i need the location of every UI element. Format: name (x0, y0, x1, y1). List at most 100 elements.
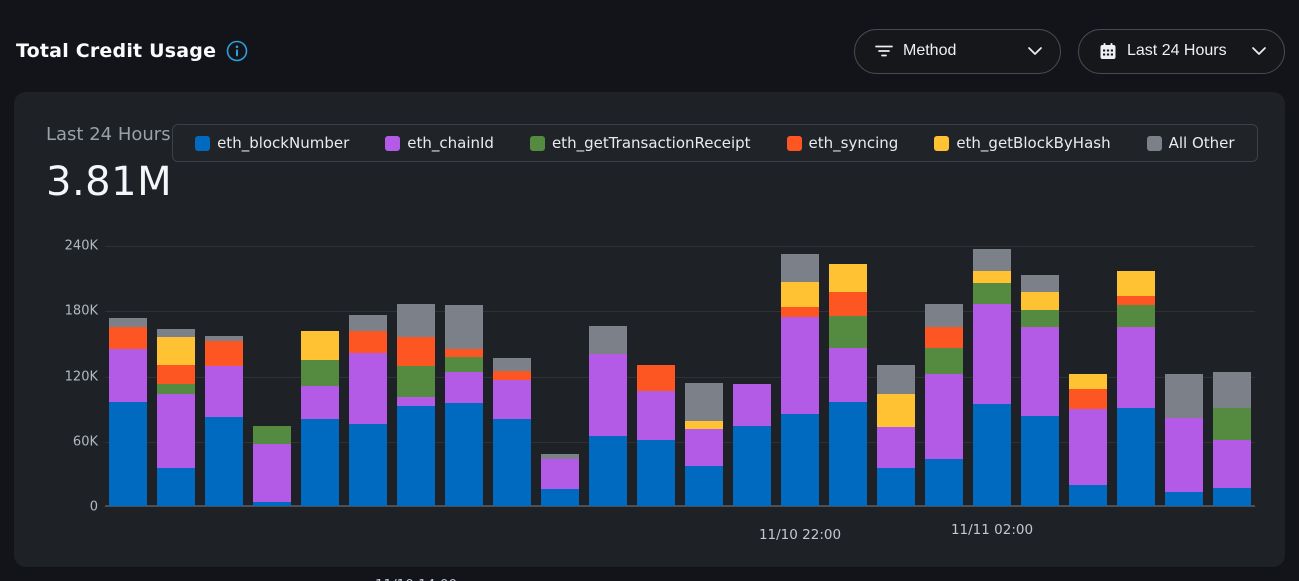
bar-column[interactable] (541, 453, 579, 506)
bar-segment[interactable] (637, 390, 675, 440)
bar-segment[interactable] (925, 303, 963, 327)
bar-segment[interactable] (397, 405, 435, 506)
bar-segment[interactable] (445, 357, 483, 373)
bar-segment[interactable] (445, 402, 483, 506)
bar-segment[interactable] (637, 364, 675, 391)
bar-segment[interactable] (1117, 304, 1155, 327)
legend-item[interactable]: eth_chainId (385, 134, 494, 152)
bar-segment[interactable] (109, 326, 147, 350)
bar-segment[interactable] (541, 459, 579, 489)
bar-column[interactable] (733, 384, 771, 506)
bar-column[interactable] (1021, 275, 1059, 506)
bar-segment[interactable] (781, 282, 819, 307)
bar-column[interactable]: 11/10 12:00 (301, 330, 339, 506)
bar-segment[interactable] (685, 421, 723, 429)
bar-column[interactable]: 11/10 18:00 (589, 325, 627, 506)
bar-column[interactable] (925, 303, 963, 506)
bar-segment[interactable] (397, 365, 435, 398)
bar-segment[interactable] (685, 465, 723, 506)
legend-item[interactable]: eth_getTransactionReceipt (529, 134, 751, 152)
bar-segment[interactable] (1117, 271, 1155, 297)
bar-segment[interactable] (589, 325, 627, 354)
bar-column[interactable]: 11/11 07:00 (1213, 372, 1251, 506)
bar-segment[interactable] (685, 383, 723, 422)
info-icon[interactable] (226, 40, 248, 62)
bar-segment[interactable] (637, 439, 675, 506)
bar-segment[interactable] (925, 348, 963, 375)
bar-column[interactable] (637, 364, 675, 506)
bar-segment[interactable] (1021, 415, 1059, 506)
bar-segment[interactable] (1021, 310, 1059, 327)
bar-segment[interactable] (1069, 388, 1107, 410)
bar-segment[interactable] (541, 488, 579, 506)
bar-segment[interactable] (877, 364, 915, 394)
bar-segment[interactable] (781, 413, 819, 506)
bar-segment[interactable] (301, 386, 339, 419)
bar-segment[interactable] (781, 253, 819, 282)
bar-segment[interactable] (205, 336, 243, 341)
bar-segment[interactable] (493, 371, 531, 380)
bar-segment[interactable] (349, 352, 387, 425)
bar-segment[interactable] (1069, 485, 1107, 506)
bar-segment[interactable] (925, 326, 963, 349)
bar-segment[interactable] (973, 303, 1011, 404)
bar-segment[interactable] (733, 384, 771, 426)
bar-column[interactable] (1117, 271, 1155, 506)
bar-column[interactable]: 11/10 14:00 (375, 303, 457, 581)
legend-item[interactable]: All Other (1146, 134, 1235, 152)
bar-column[interactable] (445, 304, 483, 506)
bar-segment[interactable] (157, 384, 195, 394)
bar-segment[interactable] (877, 467, 915, 506)
bar-segment[interactable] (301, 360, 339, 387)
bar-column[interactable] (253, 425, 291, 506)
bar-column[interactable]: 11/11 04:00 (1069, 374, 1107, 506)
bar-segment[interactable] (1117, 296, 1155, 305)
bar-segment[interactable] (589, 436, 627, 506)
legend-item[interactable]: eth_syncing (786, 134, 898, 152)
bar-segment[interactable] (157, 337, 195, 365)
bar-segment[interactable] (1165, 374, 1203, 418)
bar-segment[interactable] (733, 425, 771, 506)
bar-segment[interactable] (205, 340, 243, 366)
bar-column[interactable]: 11/11 02:00 (951, 249, 1033, 538)
bar-segment[interactable] (253, 425, 291, 445)
bar-segment[interactable] (1117, 408, 1155, 506)
bar-segment[interactable] (829, 263, 867, 292)
bar-segment[interactable] (1021, 275, 1059, 292)
bar-segment[interactable] (109, 317, 147, 327)
bar-segment[interactable] (925, 459, 963, 506)
bar-segment[interactable] (397, 337, 435, 366)
bar-column[interactable]: 11/10 20:00 (685, 383, 723, 506)
bar-segment[interactable] (973, 403, 1011, 506)
bar-segment[interactable] (157, 467, 195, 506)
bar-segment[interactable] (445, 349, 483, 358)
bar-segment[interactable] (589, 353, 627, 437)
bar-column[interactable]: 11/10 08:00 (109, 317, 147, 506)
bar-segment[interactable] (301, 330, 339, 361)
bar-segment[interactable] (445, 304, 483, 350)
bar-segment[interactable] (397, 397, 435, 406)
bar-segment[interactable] (109, 401, 147, 506)
bar-segment[interactable] (157, 328, 195, 338)
bar-segment[interactable] (829, 315, 867, 349)
bar-segment[interactable] (1213, 372, 1251, 409)
bar-segment[interactable] (1021, 326, 1059, 416)
method-dropdown[interactable]: Method (854, 28, 1061, 74)
bar-segment[interactable] (1069, 409, 1107, 486)
bar-column[interactable]: 11/10 22:00 (759, 253, 841, 543)
bar-segment[interactable] (205, 365, 243, 417)
bar-segment[interactable] (1213, 439, 1251, 488)
bar-segment[interactable] (1213, 487, 1251, 506)
bar-segment[interactable] (253, 501, 291, 506)
bar-segment[interactable] (1117, 326, 1155, 409)
bar-segment[interactable] (109, 349, 147, 402)
bar-segment[interactable] (493, 419, 531, 506)
bar-column[interactable] (349, 314, 387, 506)
bar-segment[interactable] (253, 444, 291, 502)
bar-segment[interactable] (349, 330, 387, 353)
bar-segment[interactable] (349, 314, 387, 331)
bar-segment[interactable] (1069, 374, 1107, 389)
bar-segment[interactable] (157, 394, 195, 468)
bar-segment[interactable] (493, 379, 531, 419)
bar-segment[interactable] (781, 316, 819, 414)
